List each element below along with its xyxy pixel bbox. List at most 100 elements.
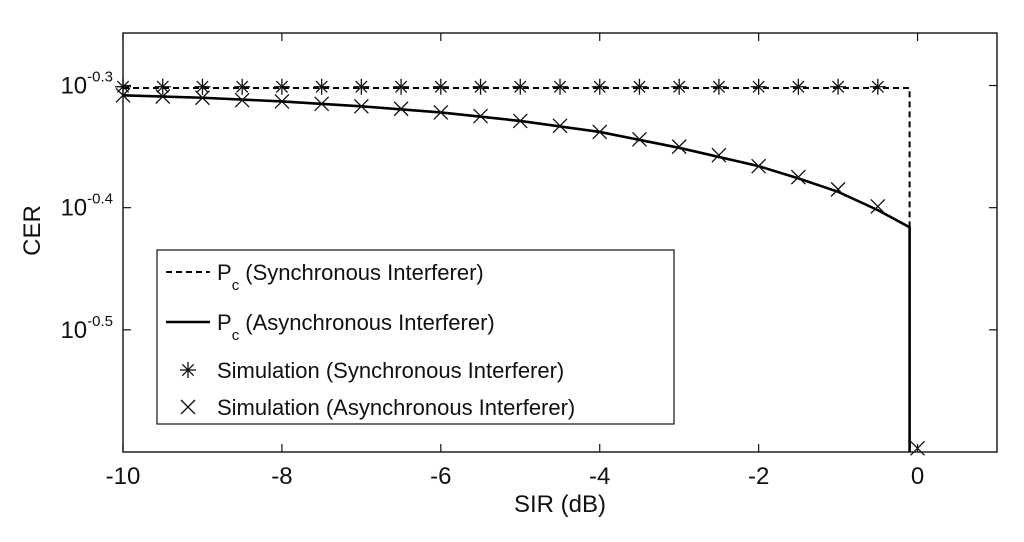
sim-asynchronous-point: [711, 147, 727, 163]
x-tick-label: -6: [430, 463, 451, 490]
y-tick-label-exponent: -0.3: [87, 69, 113, 86]
legend-label-subscript: c: [232, 277, 240, 294]
x-stroke: [870, 199, 886, 214]
asterisk-stroke: [275, 80, 289, 93]
y-tick-label: 10-0.4: [60, 191, 113, 222]
x-stroke: [631, 131, 647, 147]
sim-asynchronous-point: [234, 92, 250, 108]
sim-synchronous-point: [432, 78, 449, 95]
x-stroke: [353, 98, 369, 114]
x-tick-label: 0: [911, 463, 924, 490]
y-tick-label: 10-0.5: [60, 313, 113, 344]
pc-synchronous-line: [123, 86, 911, 452]
x-stroke: [751, 158, 767, 174]
y-tick-label-base: 10: [60, 317, 87, 344]
sim-asynchronous-point: [433, 104, 449, 120]
sim-asynchronous-point: [155, 89, 171, 104]
legend-label: Simulation (Synchronous Interferer): [217, 358, 564, 383]
sim-synchronous-point: [671, 78, 688, 95]
sim-synchronous-point: [353, 78, 370, 95]
sim-synchronous-point: [631, 78, 648, 95]
sim-synchronous-point: [710, 78, 727, 95]
legend-label-rest: (Asynchronous Interferer): [239, 310, 495, 335]
sim-asynchronous-point: [830, 181, 846, 197]
sim-synchronous-point: [552, 78, 568, 95]
asterisk-stroke: [236, 80, 249, 93]
y-tick-label-base: 10: [60, 73, 87, 100]
legend-swatch-x: [180, 399, 196, 415]
sim-asynchronous-point: [393, 101, 409, 117]
x-stroke: [671, 139, 687, 155]
sim-synchronous-point: [790, 78, 807, 95]
x-stroke: [234, 92, 250, 108]
x-stroke: [790, 169, 806, 185]
x-stroke: [155, 89, 171, 104]
asterisk-stroke: [156, 80, 169, 93]
y-tick-label-base: 10: [60, 195, 87, 222]
y-tick-label-exponent: -0.5: [87, 313, 113, 330]
sim-asynchronous-point: [671, 139, 687, 155]
x-tick-label: -2: [748, 463, 769, 490]
asterisk-stroke: [315, 80, 328, 93]
y-axis-title: CER: [19, 205, 46, 256]
sim-asynchronous-point: [473, 108, 489, 124]
x-stroke: [552, 118, 568, 134]
legend-label-name: P: [217, 260, 232, 285]
asterisk-stroke: [593, 80, 606, 93]
sim-synchronous-point: [273, 78, 290, 95]
sim-asynchronous-point: [353, 98, 369, 114]
sim-synchronous-point: [591, 78, 608, 95]
sim-synchronous-point: [512, 78, 529, 95]
asterisk-stroke: [792, 80, 805, 93]
asterisk-stroke: [831, 80, 845, 93]
legend-label: Pc (Synchronous Interferer): [217, 260, 484, 294]
asterisk-stroke: [394, 80, 408, 93]
asterisk-stroke: [871, 80, 884, 93]
sim-asynchronous-point: [194, 90, 210, 106]
sim-asynchronous-point: [751, 158, 767, 174]
x-stroke: [473, 108, 489, 124]
ticks-layer: -10 -8 -6 -4 -2 010-0.310-0.410-0.5: [60, 33, 997, 490]
legend-label-name: P: [217, 310, 232, 335]
asterisk-stroke: [712, 80, 726, 93]
x-stroke: [592, 124, 608, 140]
sim-asynchronous-point: [631, 131, 647, 147]
sim-asynchronous-point: [512, 113, 528, 129]
sim-asynchronous-point: [314, 96, 330, 112]
x-stroke: [512, 113, 528, 129]
legend: Pc (Synchronous Interferer)Pc (Asynchron…: [156, 249, 675, 425]
sim-synchronous-point: [830, 78, 847, 95]
x-stroke: [711, 147, 727, 163]
sim-asynchronous-point: [790, 169, 806, 185]
x-stroke: [314, 96, 330, 112]
x-tick-label: -10: [106, 463, 141, 490]
x-stroke: [180, 399, 196, 415]
x-stroke: [830, 181, 846, 197]
asterisk-stroke: [474, 80, 487, 93]
asterisk-stroke: [553, 80, 567, 93]
sim-asynchronous-point: [274, 93, 290, 109]
sim-synchronous-point: [313, 78, 330, 95]
legend-box: [156, 249, 675, 425]
sim-synchronous-point: [472, 78, 489, 95]
x-tick-label: -8: [271, 463, 292, 490]
series-layer: [115, 78, 926, 456]
x-tick-label: -4: [589, 463, 610, 490]
sim-synchronous-point: [750, 78, 767, 95]
asterisk-stroke: [181, 363, 195, 377]
asterisk-stroke: [633, 80, 646, 93]
sim-synchronous-point: [869, 78, 886, 95]
legend-label-rest: (Synchronous Interferer): [239, 260, 484, 285]
asterisk-stroke: [434, 80, 447, 93]
asterisk-stroke: [355, 80, 368, 93]
sim-asynchronous-point: [552, 118, 568, 134]
x-stroke: [194, 90, 210, 106]
y-tick-label: 10-0.3: [60, 69, 113, 100]
sim-synchronous-point: [154, 78, 171, 95]
sim-asynchronous-point: [870, 199, 886, 214]
x-stroke: [393, 101, 409, 117]
asterisk-stroke: [752, 80, 765, 93]
y-tick-label-exponent: -0.4: [87, 191, 113, 208]
sim-synchronous-point: [194, 78, 211, 95]
